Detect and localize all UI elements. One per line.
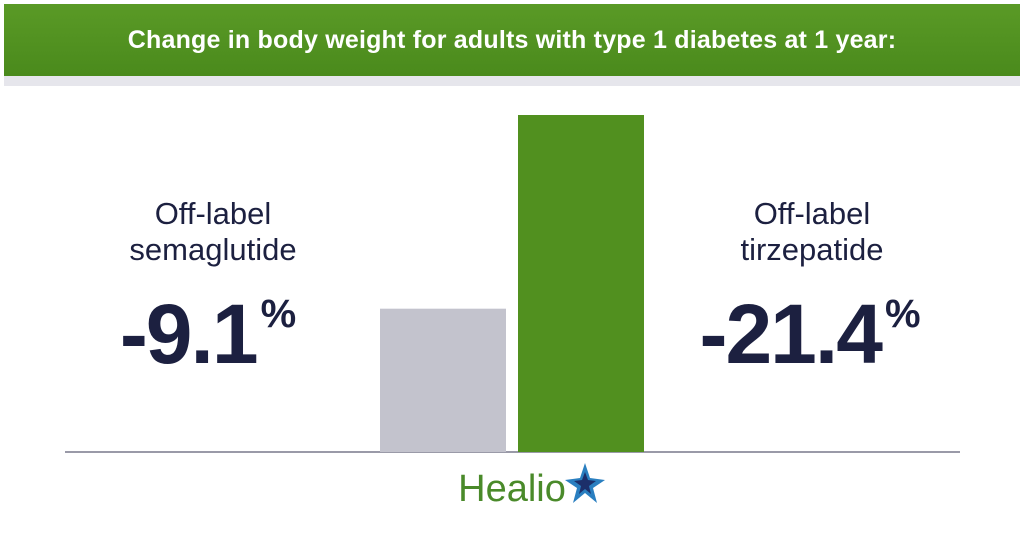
chart-title: Change in body weight for adults with ty… bbox=[127, 26, 897, 54]
value-unit: % bbox=[260, 292, 297, 336]
header-shadow bbox=[4, 76, 1020, 86]
value-unit: % bbox=[884, 292, 921, 336]
value-label-group: -21.4% bbox=[630, 292, 990, 376]
value-label-group: -9.1% bbox=[28, 292, 388, 376]
logo-star bbox=[565, 463, 605, 503]
category-label: Off-label semaglutide bbox=[129, 196, 297, 267]
header-band: Change in body weight for adults with ty… bbox=[4, 4, 1020, 76]
value-label: -21.4 bbox=[699, 287, 882, 381]
logo: Healio bbox=[458, 468, 566, 510]
category-label: Off-label tirzepatide bbox=[740, 196, 884, 267]
bar bbox=[518, 115, 644, 452]
bar bbox=[380, 308, 506, 452]
value-label: -9.1 bbox=[119, 287, 259, 381]
